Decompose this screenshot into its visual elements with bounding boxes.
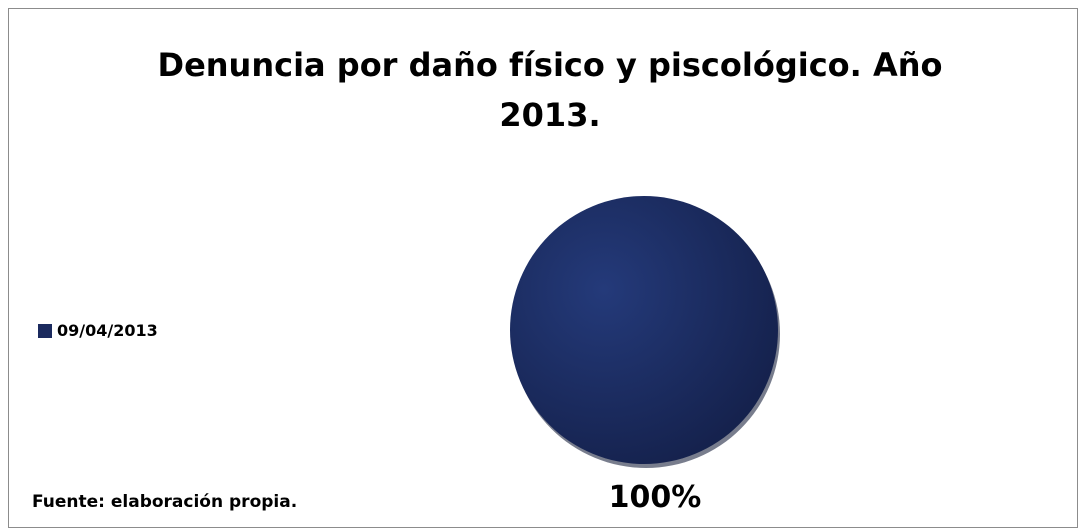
source-note: Fuente: elaboración propia. [32,492,298,512]
chart-title: Denuncia por daño físico y piscológico. … [157,46,943,134]
legend-label: 09/04/2013 [57,321,158,340]
legend-swatch [38,323,52,338]
pie-slice [510,196,778,464]
pie-chart [510,196,780,468]
legend: 09/04/2013 [38,321,158,340]
data-label: 100% [608,480,702,515]
